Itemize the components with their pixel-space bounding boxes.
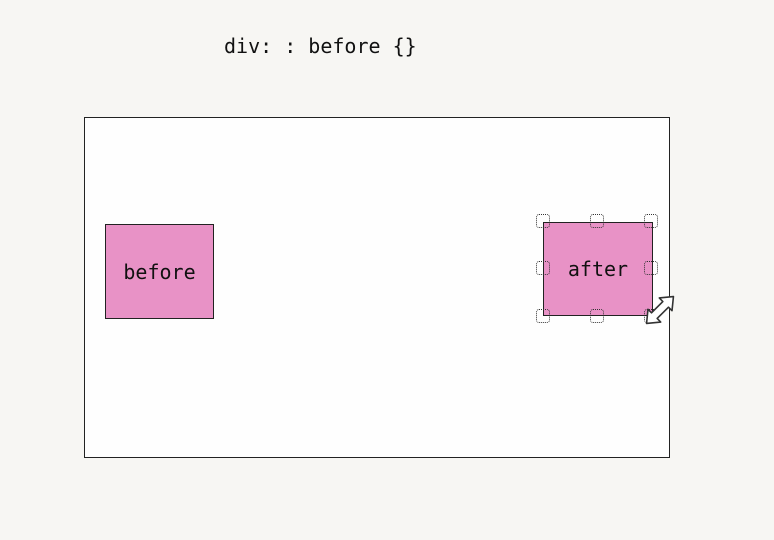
after-pseudo-element-box[interactable]: after xyxy=(543,222,653,316)
css-selector-label: div: : before {} xyxy=(224,34,417,58)
resize-handle-middle-right[interactable] xyxy=(644,261,658,275)
resize-handle-middle-left[interactable] xyxy=(536,261,550,275)
resize-handle-top-right[interactable] xyxy=(644,214,658,228)
resize-handle-bottom-left[interactable] xyxy=(536,309,550,323)
resize-diagonal-cursor-icon xyxy=(645,295,675,325)
resize-handle-top-center[interactable] xyxy=(590,214,604,228)
after-box-label: after xyxy=(567,257,629,281)
before-box-label: before xyxy=(123,259,196,284)
resize-handle-bottom-center[interactable] xyxy=(590,309,604,323)
before-pseudo-element-box[interactable]: before xyxy=(105,224,214,319)
resize-handle-top-left[interactable] xyxy=(536,214,550,228)
